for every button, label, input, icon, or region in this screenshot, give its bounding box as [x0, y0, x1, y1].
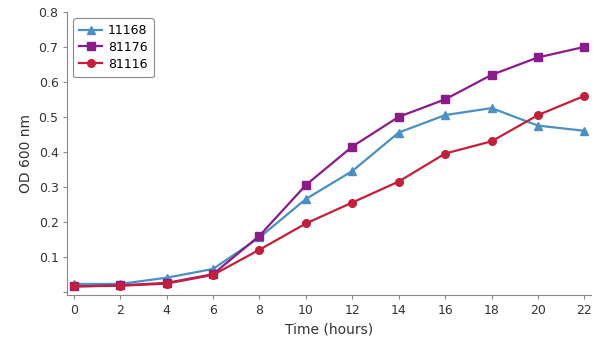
11168 [349, 169, 356, 173]
11168 [302, 197, 310, 201]
81116 [581, 94, 588, 98]
X-axis label: Time (hours): Time (hours) [285, 322, 373, 336]
81176 [256, 233, 263, 238]
81176 [395, 115, 403, 119]
81116 [209, 273, 217, 277]
11168 [535, 124, 542, 128]
81116 [256, 247, 263, 252]
81176 [163, 281, 170, 285]
Line: 81176: 81176 [70, 43, 588, 290]
11168 [581, 129, 588, 133]
81176 [442, 97, 449, 102]
11168 [395, 131, 403, 135]
81116 [70, 284, 77, 288]
81116 [535, 113, 542, 117]
81176 [488, 73, 495, 77]
81116 [442, 152, 449, 156]
81116 [488, 139, 495, 144]
Line: 81116: 81116 [70, 92, 588, 290]
Y-axis label: OD 600 nm: OD 600 nm [19, 114, 33, 193]
Legend: 11168, 81176, 81116: 11168, 81176, 81116 [73, 18, 154, 77]
81176 [349, 145, 356, 149]
81176 [581, 45, 588, 49]
11168 [256, 235, 263, 239]
81176 [116, 283, 124, 287]
11168 [70, 282, 77, 286]
11168 [163, 275, 170, 280]
81116 [349, 201, 356, 205]
11168 [116, 282, 124, 286]
81116 [163, 281, 170, 286]
81176 [209, 272, 217, 276]
81176 [302, 183, 310, 187]
11168 [488, 106, 495, 110]
81176 [535, 55, 542, 60]
11168 [442, 113, 449, 117]
11168 [209, 267, 217, 271]
81176 [70, 284, 77, 288]
Line: 11168: 11168 [70, 104, 588, 288]
81116 [302, 222, 310, 226]
81116 [395, 180, 403, 184]
81116 [116, 284, 124, 288]
